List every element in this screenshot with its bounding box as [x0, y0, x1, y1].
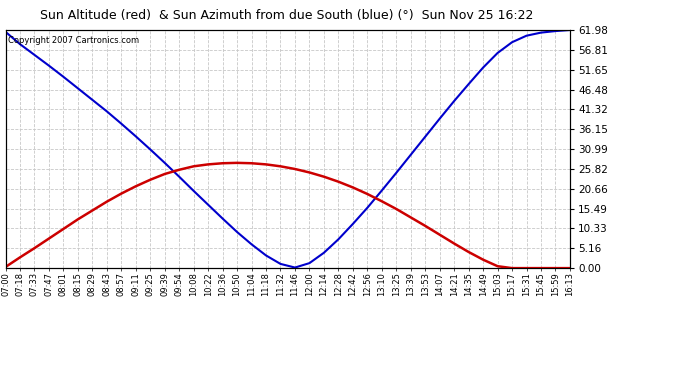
Text: Copyright 2007 Cartronics.com: Copyright 2007 Cartronics.com: [8, 36, 139, 45]
Text: Sun Altitude (red)  & Sun Azimuth from due South (blue) (°)  Sun Nov 25 16:22: Sun Altitude (red) & Sun Azimuth from du…: [39, 9, 533, 22]
